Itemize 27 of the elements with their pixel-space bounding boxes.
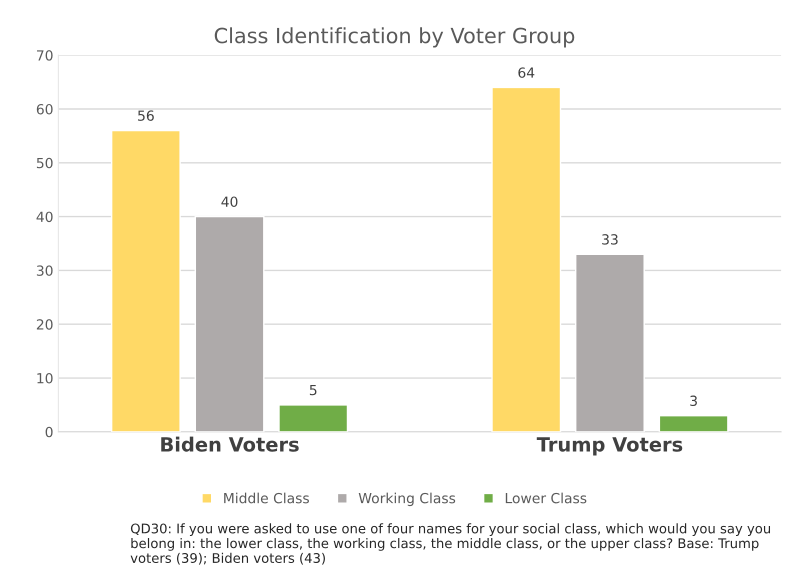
bar xyxy=(194,216,264,432)
y-tick-label: 60 xyxy=(36,104,53,114)
data-label: 64 xyxy=(518,67,534,78)
y-tick-label: 10 xyxy=(37,372,53,384)
legend-label: Lower Class xyxy=(506,492,586,504)
x-tick-label: Trump Voters xyxy=(536,437,682,456)
data-label: 40 xyxy=(221,196,238,207)
data-label: 3 xyxy=(690,396,697,406)
data-label: 56 xyxy=(138,110,154,121)
y-tick-label: 0 xyxy=(46,426,53,438)
text: QD30: If you were asked to use one of four names for your social class, which would you say you belong in: the lower class, the working class, the middle class, or the upper class? Base: Trump voters (39); Biden voters (43) xyxy=(130,523,770,565)
data-label: 5 xyxy=(310,384,316,396)
chart-title: Class Identification by Voter Group xyxy=(214,27,574,48)
x-tick-label: Biden Voters xyxy=(161,436,299,452)
bar xyxy=(110,130,181,432)
y-tick-label: 50 xyxy=(36,158,53,168)
legend-label: Middle Class xyxy=(224,492,309,504)
y-tick-label: 30 xyxy=(36,265,53,276)
y-tick-label: 20 xyxy=(36,319,53,330)
y-tick-label: 40 xyxy=(36,212,53,222)
y-tick-label: 70 xyxy=(36,50,53,61)
bar xyxy=(575,254,645,432)
legend-label: Working Class xyxy=(358,492,456,506)
bar xyxy=(278,404,348,432)
bar xyxy=(491,86,562,432)
bar xyxy=(658,414,729,432)
data-label: 33 xyxy=(602,234,618,245)
